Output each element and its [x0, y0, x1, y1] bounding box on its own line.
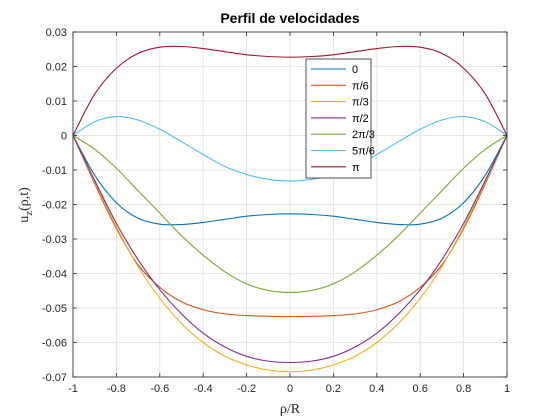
y-tick-label: 0.03 [46, 27, 67, 39]
x-tick-labels: -1 -0.8 -0.6 -0.4 -0.2 0 0.2 0.4 0.6 0.8 1 [68, 383, 510, 395]
y-tick-label: -0.05 [42, 303, 67, 315]
x-tick-label: 1 [504, 383, 510, 395]
x-tick-label: -0.4 [194, 383, 213, 395]
y-tick-label: 0.02 [46, 62, 67, 74]
series-line-5 [72, 115, 508, 182]
y-axis-label-subscript: z [23, 211, 35, 216]
x-tick-label: 0.8 [456, 383, 471, 395]
series-line-3 [72, 135, 508, 364]
x-tick-label: 0.4 [369, 383, 384, 395]
y-axis-label-main: u [17, 216, 32, 223]
legend-box [305, 58, 372, 179]
series-line-1 [72, 135, 508, 318]
series-lines [72, 45, 508, 373]
legend-label-1: π/6 [352, 80, 369, 92]
ticks [72, 31, 508, 378]
series-line-0 [72, 135, 508, 226]
series-line-2 [72, 135, 508, 373]
legend-label-0: 0 [352, 64, 358, 76]
y-axis-label: uz(ρ,t) [17, 187, 35, 223]
y-tick-label: 0.01 [46, 96, 67, 108]
legend-label-3: π/2 [352, 113, 369, 125]
x-tick-label: 0.2 [326, 383, 341, 395]
legend-label-2: π/3 [352, 97, 369, 109]
y-tick-label: -0.03 [42, 234, 67, 246]
x-tick-label: 0 [287, 383, 293, 395]
y-axis-label-rest: (ρ,t) [17, 187, 32, 211]
legend-items: 0 π/6 π/3 π/2 2π/3 5π/6 π [311, 64, 375, 174]
legend-label-6: π [352, 162, 360, 174]
y-tick-label: -0.02 [42, 200, 67, 212]
x-tick-label: -1 [68, 383, 78, 395]
series-line-6 [72, 45, 508, 136]
legend: 0 π/6 π/3 π/2 2π/3 5π/6 π [305, 58, 375, 179]
y-tick-label: -0.04 [42, 269, 67, 281]
y-tick-labels: -0.07 -0.06 -0.05 -0.04 -0.03 -0.02 -0.01 0 0.01… [42, 27, 67, 384]
x-tick-label: 0.6 [413, 383, 428, 395]
y-tick-label: -0.01 [42, 165, 67, 177]
legend-label-5: 5π/6 [352, 146, 375, 158]
x-tick-label: -0.6 [150, 383, 169, 395]
series-line-4 [72, 135, 508, 294]
y-tick-label: -0.06 [42, 338, 67, 350]
y-tick-label: 0 [61, 131, 67, 143]
chart-title: Perfil de velocidades [220, 10, 359, 26]
x-tick-label: -0.8 [107, 383, 126, 395]
x-tick-label: -0.2 [237, 383, 256, 395]
y-tick-label: -0.07 [42, 372, 67, 384]
x-axis-label: ρ/R [280, 402, 301, 417]
legend-label-4: 2π/3 [352, 129, 375, 141]
